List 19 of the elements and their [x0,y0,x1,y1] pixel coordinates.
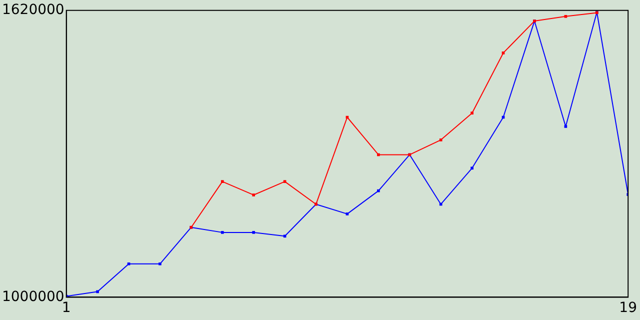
y-tick-label: 1620000 [2,2,64,18]
point [564,125,568,128]
point [377,189,380,192]
point [220,231,224,234]
point [564,15,568,18]
point [127,262,130,266]
point [220,180,224,183]
point [470,166,474,170]
y-tick-label: 1000000 [2,288,64,305]
point [502,52,505,54]
point [346,212,349,216]
point [377,153,380,156]
x-tick-label: 19 [619,300,638,316]
point [439,202,442,206]
point [439,138,442,142]
point [96,290,99,294]
point [283,180,286,183]
x-tick-label: 1 [62,300,71,316]
point [283,234,286,238]
